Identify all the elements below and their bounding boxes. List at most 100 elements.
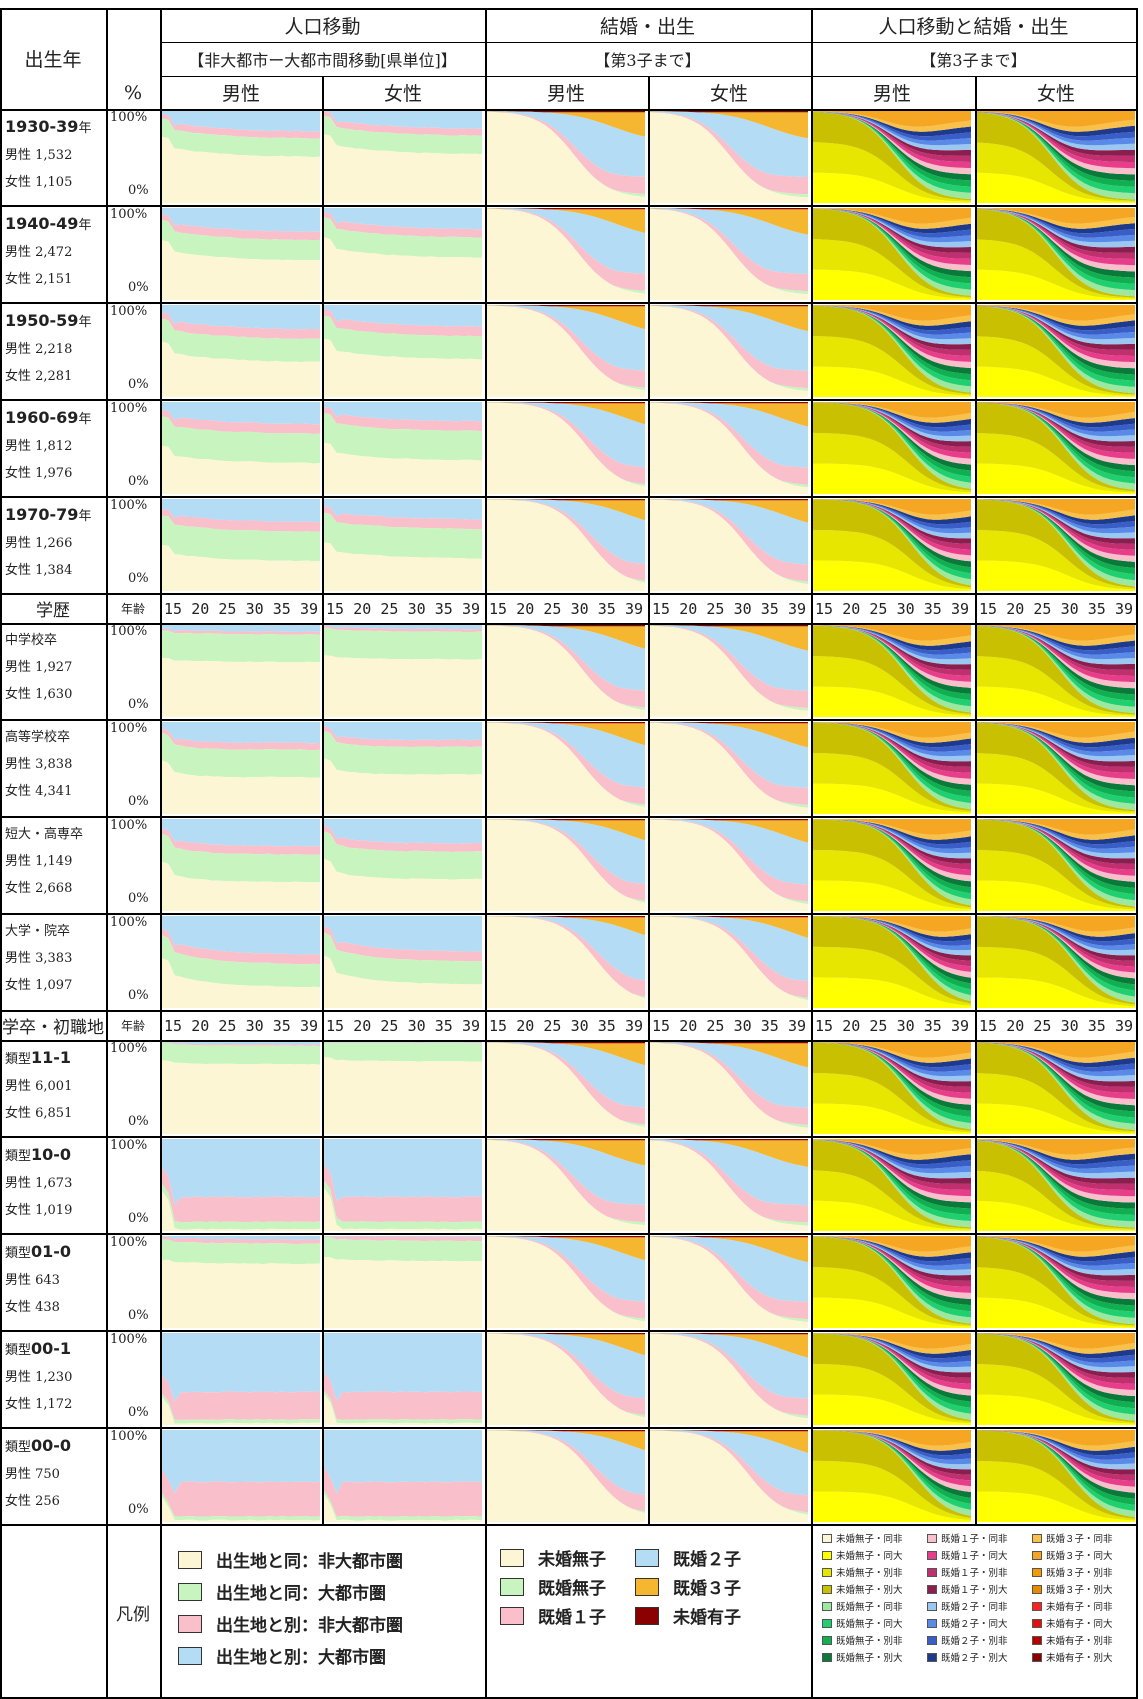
- area-married-3-children: [487, 1139, 645, 1166]
- age-tick: 25: [543, 1016, 562, 1035]
- area-moved-nonmetro: [324, 111, 482, 136]
- row-label: 短大・高専卒 男性 1,149 女性 2,668: [0, 817, 106, 914]
- area-moved-nonmetro: [162, 1042, 320, 1047]
- area-unmarried-no-child: [487, 1139, 645, 1231]
- area-combined-0: [813, 1103, 971, 1134]
- area-moved-nonmetro: [324, 506, 482, 530]
- area-combined-16: [813, 208, 971, 224]
- area-combined-9: [813, 916, 971, 967]
- area-combined-11: [977, 305, 1135, 345]
- area-combined-9: [977, 1042, 1135, 1093]
- legend-label: 既婚２子: [673, 1550, 741, 1570]
- panel-chart: [162, 1333, 320, 1425]
- area-combined-7: [813, 1042, 971, 1105]
- area-combined-14: [977, 625, 1135, 651]
- age-tick: 20: [679, 599, 698, 618]
- y-bottom-label: 0%: [128, 1308, 149, 1323]
- area-combined-5: [977, 402, 1135, 478]
- horizontal-line: [0, 913, 1138, 915]
- area-unmarried-no-child: [487, 208, 645, 300]
- area-combined-15: [813, 1236, 971, 1257]
- sample-size-female: 女性 256: [5, 1494, 60, 1509]
- legend-label: 既婚１子・同非: [941, 1534, 1008, 1545]
- area-moved-metro: [162, 1042, 320, 1045]
- area-combined-12: [813, 722, 971, 757]
- area-married-2-children: [650, 1236, 808, 1302]
- age-tick: 15: [652, 1016, 671, 1035]
- area-combined-0: [813, 977, 971, 1008]
- area-combined-9: [813, 1042, 971, 1093]
- area-combined-7: [813, 402, 971, 465]
- area-moved-nonmetro: [324, 1042, 482, 1044]
- area-combined-16: [977, 722, 1135, 738]
- area-combined-7: [977, 1333, 1135, 1396]
- area-combined-12: [977, 111, 1135, 146]
- area-moved-nonmetro: [162, 509, 320, 532]
- legend-label: 既婚無子: [538, 1579, 606, 1599]
- area-married-3-children: [650, 916, 808, 938]
- area-combined-14: [813, 625, 971, 651]
- area-moved-metro: [324, 722, 482, 741]
- area-combined-16: [813, 625, 971, 641]
- area-combined-5: [813, 1333, 971, 1408]
- area-combined-0: [977, 783, 1135, 814]
- area-combined-9: [977, 916, 1135, 967]
- panel-chart: [977, 111, 1135, 203]
- area-same-metro: [324, 932, 482, 985]
- age-tick: 35: [597, 1016, 616, 1035]
- row-code: 11-1: [31, 1048, 72, 1067]
- legend-migration-item: 出生地と別：大都市圏: [178, 1643, 386, 1668]
- area-married-1-child: [487, 1042, 645, 1125]
- area-combined-0: [813, 1200, 971, 1231]
- row-suffix: 年: [78, 509, 92, 524]
- area-combined-5: [813, 1139, 971, 1215]
- area-moved-nonmetro: [324, 625, 482, 633]
- age-tick: 25: [869, 1016, 888, 1035]
- y-top-label: 100%: [110, 915, 148, 930]
- legend-label: 未婚無子・別非: [836, 1568, 903, 1579]
- sample-size-female: 女性 4,341: [5, 784, 73, 799]
- area-combined-4: [813, 402, 971, 483]
- area-combined-4: [813, 819, 971, 900]
- area-combined-2: [977, 722, 1135, 812]
- area-combined-9: [977, 305, 1135, 356]
- legend-label: 未婚有子・同非: [1046, 1602, 1113, 1613]
- area-combined-16: [813, 1333, 971, 1349]
- age-tick: 39: [624, 599, 643, 618]
- legend-label: 既婚無子・同大: [836, 1619, 903, 1630]
- area-combined-6: [813, 1139, 971, 1209]
- area-same-metro: [324, 1490, 482, 1521]
- area-combined-8: [813, 111, 971, 169]
- area-married-1-child: [487, 1236, 645, 1319]
- age-tick: 20: [516, 1016, 535, 1035]
- area-same-nonmetro: [162, 760, 320, 814]
- row-label: 1970-79年 男性 1,266 女性 1,384: [0, 497, 106, 594]
- panel-chart: [162, 111, 320, 203]
- legend-swatch: [927, 1601, 937, 1611]
- area-married-2-children: [650, 402, 808, 468]
- area-combined-2: [977, 1042, 1135, 1132]
- age-tick: 35: [923, 599, 942, 618]
- panel-chart: [977, 1333, 1135, 1425]
- panel-chart: [813, 208, 971, 300]
- row-title: 1930-39: [5, 117, 79, 136]
- area-combined-12: [813, 916, 971, 951]
- area-combined-4: [813, 1042, 971, 1124]
- area-married-3-children: [650, 1236, 808, 1263]
- panel-chart: [162, 305, 320, 397]
- area-combined-0: [813, 366, 971, 397]
- area-married-1-child: [487, 625, 645, 708]
- panel-chart: [813, 402, 971, 494]
- age-axis-label: 年齢: [120, 602, 145, 616]
- area-married-2-children: [650, 1333, 808, 1399]
- panel-chart: [813, 722, 971, 814]
- area-combined-4: [813, 625, 971, 707]
- legend-swatch: [822, 1618, 832, 1628]
- row-title: 1940-49: [5, 214, 79, 233]
- area-married-1-child: [650, 305, 808, 389]
- panel-chart: [487, 305, 645, 397]
- area-married-3-children: [650, 625, 808, 651]
- area-combined-1: [813, 336, 971, 396]
- legend-swatch: [1032, 1533, 1042, 1543]
- area-combined-2: [813, 625, 971, 714]
